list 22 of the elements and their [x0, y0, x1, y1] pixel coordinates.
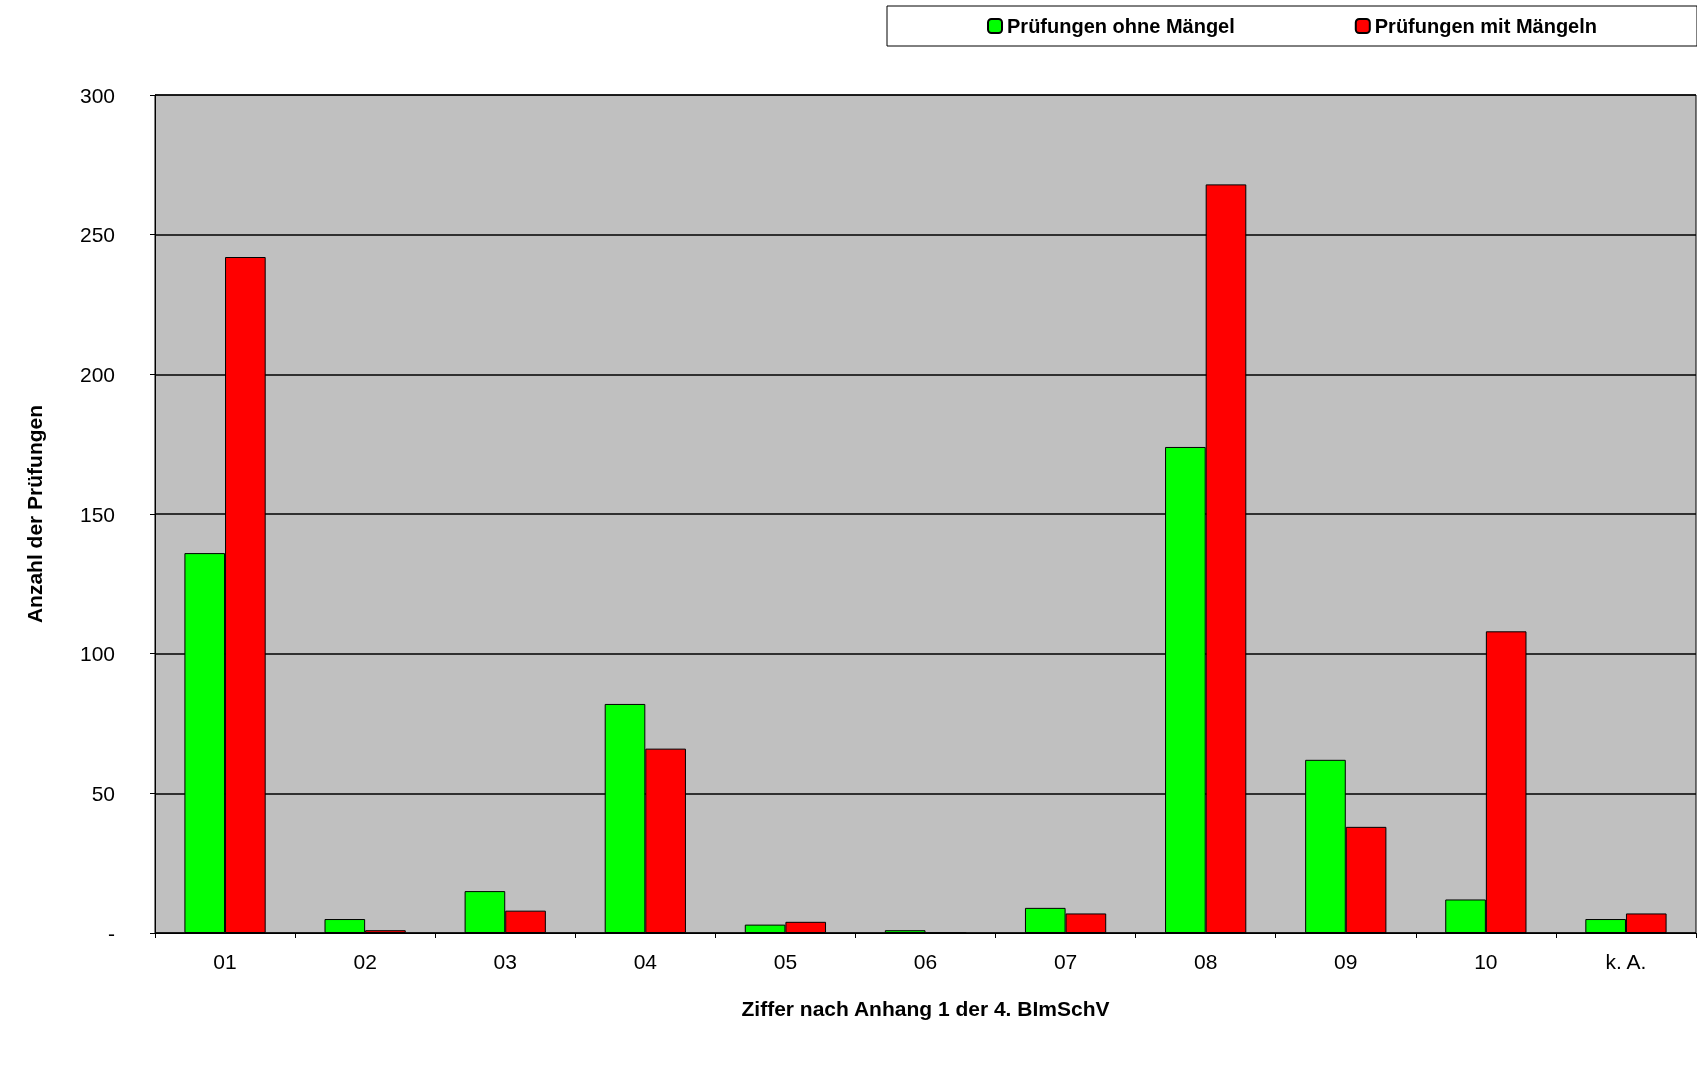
- y-axis-title: Anzahl der Prüfungen: [23, 404, 46, 624]
- x-tick-label: 09: [1334, 950, 1358, 973]
- x-tick-label: 05: [773, 950, 798, 973]
- x-tick-label: 03: [493, 950, 517, 973]
- x-tick-label: 01: [213, 950, 237, 973]
- y-tick-label: 100: [79, 642, 115, 666]
- y-tick-label: 250: [79, 223, 115, 247]
- x-tick-label: k. A.: [1605, 950, 1647, 973]
- x-axis-title: Ziffer nach Anhang 1 der 4. BImSchV: [741, 997, 1110, 1020]
- y-tick-label: 50: [91, 781, 115, 805]
- x-tick-label: 02: [353, 950, 377, 973]
- y-tick-label: 200: [79, 362, 115, 386]
- x-tick-label: 08: [1194, 950, 1218, 973]
- x-tick-label: 04: [633, 950, 658, 973]
- x-tick-label: 07: [1053, 950, 1078, 973]
- y-tick-label: 300: [79, 83, 115, 107]
- legend-label: Prüfungen ohne Mängel: [1007, 15, 1235, 37]
- y-tick-label: -: [108, 921, 115, 945]
- x-tick-label: 10: [1474, 950, 1498, 973]
- legend-label: Prüfungen mit Mängeln: [1374, 15, 1597, 37]
- x-tick-label: 06: [913, 950, 938, 973]
- y-tick-label: 150: [79, 502, 115, 526]
